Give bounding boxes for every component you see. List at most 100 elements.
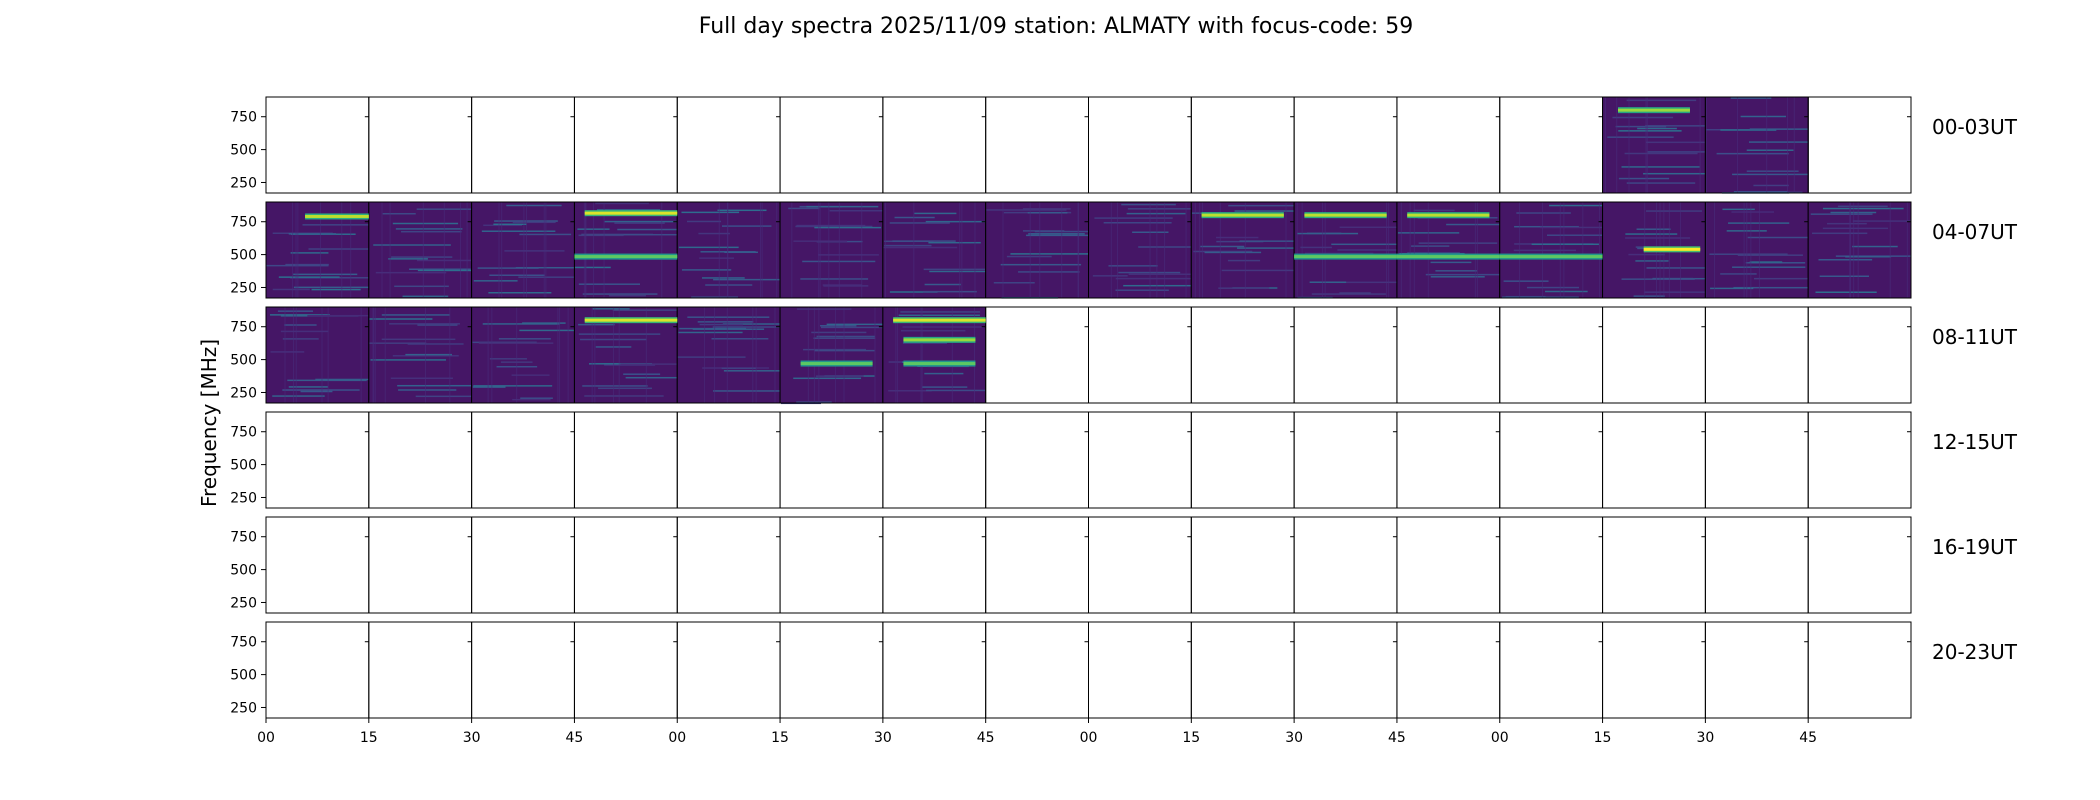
panel-frame: [1088, 411, 1192, 509]
spectrum-streak: [1435, 270, 1477, 272]
spectrum-panel: [1807, 306, 1912, 404]
spectrum-panel: [1088, 306, 1192, 404]
spectrum-vertical-streak: [384, 307, 386, 403]
spectrum-streak: [1633, 295, 1665, 297]
spectrum-streak: [494, 220, 558, 222]
spectrum-panel: [471, 621, 575, 719]
spectrum-vertical-streak: [557, 307, 559, 403]
spectrum-panel: [1293, 96, 1398, 194]
spectrum-vertical-streak: [593, 202, 595, 298]
spectrum-streak: [1006, 255, 1052, 258]
panel-frame: [1704, 516, 1809, 614]
spectrum-streak: [1645, 125, 1706, 127]
spectrum-vertical-streak: [1793, 97, 1795, 193]
spectrum-panel: [676, 201, 781, 299]
spectrum-streak: [515, 266, 575, 269]
spectrum-streak: [691, 296, 739, 298]
spectrum-vertical-streak: [543, 202, 545, 298]
spectrum-streak: [488, 291, 552, 294]
spectrum-vertical-streak: [1519, 202, 1521, 298]
spectrum-vertical-streak: [295, 202, 297, 298]
panel-frame: [779, 411, 884, 509]
spectrum-panel: [1704, 516, 1809, 614]
spectrum-vertical-streak: [1156, 202, 1158, 298]
spectrum-vertical-streak: [1563, 202, 1565, 298]
spectrum-streak: [1425, 273, 1500, 276]
spectrum-panel: [1088, 411, 1192, 509]
spectrum-streak: [368, 342, 427, 344]
spectrum-streak: [398, 389, 457, 391]
spectrum-streak: [1625, 233, 1678, 235]
spectrum-vertical-streak: [1705, 202, 1707, 298]
spectrum-panel: [1088, 621, 1192, 719]
spectrum-panel: [779, 621, 884, 719]
spectrum-streak: [473, 280, 518, 282]
panel-frame: [779, 516, 884, 614]
spectrum-vertical-streak: [1889, 202, 1891, 298]
spectrum-vertical-streak: [1039, 202, 1041, 298]
spectrum-streak: [1810, 213, 1873, 215]
spectrum-vertical-streak: [1787, 97, 1789, 193]
spectrum-vertical-streak: [1244, 202, 1246, 298]
spectrum-streak: [370, 359, 446, 361]
spectrum-vertical-streak: [1853, 202, 1855, 298]
spectrum-streak: [472, 341, 537, 344]
spectrum-streak: [390, 377, 453, 380]
spectrum-streak: [596, 209, 661, 211]
emission-band-core: [1304, 213, 1387, 217]
spectrum-panel: [676, 96, 781, 194]
spectrum-vertical-streak: [714, 307, 716, 403]
spectrum-streak: [282, 338, 319, 340]
panel-frame: [1190, 516, 1295, 614]
spectrum-streak: [815, 375, 864, 377]
spectrum-streak: [504, 250, 565, 252]
spectrum-streak: [473, 385, 553, 387]
spectrum-vertical-streak: [360, 307, 362, 403]
spectrum-vertical-streak: [1628, 97, 1630, 193]
spectrum-streak: [617, 228, 678, 231]
spectrum-streak: [1121, 203, 1176, 206]
spectrum-vertical-streak: [491, 307, 493, 403]
spectrum-panel: [265, 306, 370, 404]
y-tick-label: 500: [230, 563, 257, 579]
spectrum-streak: [1027, 212, 1068, 214]
y-tick-label: 250: [230, 595, 257, 611]
spectrum-vertical-streak: [1616, 97, 1618, 193]
spectrum-panel: [368, 411, 473, 509]
row-label: 04-07UT: [1932, 220, 2018, 244]
spectrum-streak: [922, 386, 968, 388]
emission-band-core: [1643, 247, 1701, 251]
spectrum-streak: [1753, 184, 1789, 187]
spectrum-streak: [625, 376, 678, 379]
spectrum-vertical-streak: [1849, 202, 1851, 298]
spectrum-streak: [1746, 170, 1799, 172]
spectrum-vertical-streak: [1296, 202, 1298, 298]
spectrum-panel: [1807, 411, 1912, 509]
row-label: 20-23UT: [1932, 640, 2018, 664]
spectrum-streak: [1010, 253, 1089, 255]
spectrum-streak: [924, 283, 961, 286]
x-tick-label: 45: [566, 730, 584, 746]
y-tick-label: 500: [230, 143, 257, 159]
spectrum-streak: [1128, 273, 1192, 276]
spectrum-streak: [407, 343, 464, 345]
panel-frame: [676, 411, 781, 509]
spectrum-streak: [1411, 245, 1450, 247]
spectrum-streak: [1094, 217, 1173, 219]
panel-frame: [1190, 621, 1295, 719]
emission-band: [1617, 107, 1690, 114]
spectrum-vertical-streak: [1476, 202, 1478, 298]
spectrum-vertical-streak: [1185, 202, 1187, 298]
spectrum-vertical-streak: [1110, 202, 1112, 298]
spectrum-streak: [803, 348, 867, 351]
spectrum-streak: [1446, 223, 1500, 226]
panel-frame: [1499, 96, 1604, 194]
spectrum-streak: [1300, 246, 1332, 249]
spectrum-panel: [1704, 411, 1809, 509]
panel-frame: [985, 516, 1089, 614]
emission-band: [574, 253, 678, 260]
spectrum-panel: [471, 96, 575, 194]
spectrum-streak: [477, 267, 539, 269]
spectrum-background: [882, 202, 986, 298]
spectrum-streak: [699, 257, 735, 259]
